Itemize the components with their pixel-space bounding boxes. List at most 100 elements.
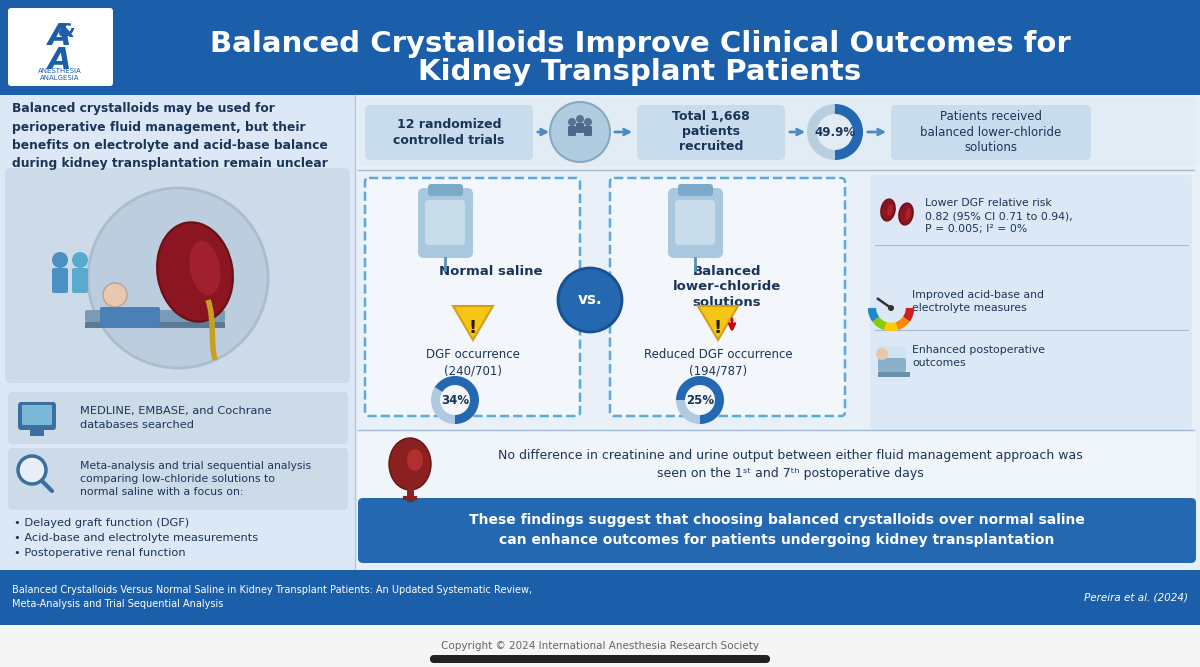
Circle shape [88, 188, 268, 368]
FancyBboxPatch shape [674, 200, 715, 245]
Text: A: A [48, 22, 72, 51]
Wedge shape [808, 104, 835, 160]
Circle shape [817, 114, 853, 150]
Circle shape [18, 456, 46, 484]
Text: Copyright © 2024 International Anesthesia Research Society: Copyright © 2024 International Anesthesi… [442, 641, 760, 651]
Text: No difference in creatinine and urine output between either fluid management app: No difference in creatinine and urine ou… [498, 448, 1082, 480]
Ellipse shape [887, 204, 893, 216]
Circle shape [876, 348, 888, 360]
Bar [878, 372, 910, 377]
Bar [30, 430, 44, 436]
FancyBboxPatch shape [878, 358, 906, 372]
Wedge shape [434, 376, 479, 424]
Text: 25%: 25% [686, 394, 714, 406]
Bar [0, 570, 1200, 625]
Text: Pereira et al. (2024): Pereira et al. (2024) [1084, 592, 1188, 602]
FancyBboxPatch shape [668, 188, 722, 258]
Text: Normal saline: Normal saline [439, 265, 542, 278]
Text: 49.9%: 49.9% [815, 125, 856, 139]
Text: 34%: 34% [440, 394, 469, 406]
Text: DGF occurrence
(240/701): DGF occurrence (240/701) [426, 348, 520, 377]
FancyBboxPatch shape [584, 126, 592, 136]
Circle shape [550, 102, 610, 162]
FancyBboxPatch shape [22, 405, 52, 425]
FancyBboxPatch shape [870, 175, 1192, 430]
Circle shape [576, 115, 584, 123]
Circle shape [568, 118, 576, 126]
Polygon shape [698, 306, 738, 340]
Circle shape [72, 252, 88, 268]
FancyBboxPatch shape [418, 188, 473, 258]
Text: Balanced Crystalloids Versus Normal Saline in Kidney Transplant Patients: An Upd: Balanced Crystalloids Versus Normal Sali… [12, 586, 532, 608]
Text: 12 randomized
controlled trials: 12 randomized controlled trials [394, 117, 505, 147]
Text: Lower DGF relative risk
0.82 (95% CI 0.71 to 0.94),
P = 0.005; I² = 0%: Lower DGF relative risk 0.82 (95% CI 0.7… [925, 198, 1073, 234]
Text: Balanced
lower-chloride
solutions: Balanced lower-chloride solutions [673, 265, 781, 309]
Wedge shape [676, 376, 724, 424]
Ellipse shape [881, 199, 895, 221]
FancyBboxPatch shape [576, 123, 584, 133]
FancyBboxPatch shape [100, 307, 160, 327]
Text: Improved acid-base and
electrolyte measures: Improved acid-base and electrolyte measu… [912, 290, 1044, 313]
Text: A: A [48, 46, 72, 75]
FancyBboxPatch shape [428, 184, 463, 196]
FancyBboxPatch shape [85, 310, 226, 322]
Wedge shape [835, 104, 863, 160]
Text: Patients received
balanced lower-chloride
solutions: Patients received balanced lower-chlorid… [920, 110, 1062, 154]
Text: !: ! [469, 319, 478, 337]
Ellipse shape [389, 438, 431, 490]
FancyBboxPatch shape [52, 268, 68, 293]
Text: Balanced crystalloids may be used for
perioperative fluid management, but their
: Balanced crystalloids may be used for pe… [12, 102, 328, 171]
FancyBboxPatch shape [637, 105, 785, 160]
FancyBboxPatch shape [365, 105, 533, 160]
FancyBboxPatch shape [358, 498, 1196, 563]
Bar [0, 95, 355, 590]
Text: vs.: vs. [577, 293, 602, 307]
FancyBboxPatch shape [890, 105, 1091, 160]
Circle shape [103, 283, 127, 307]
Wedge shape [676, 400, 700, 424]
Ellipse shape [190, 241, 221, 295]
Bar [358, 430, 1196, 498]
FancyBboxPatch shape [365, 178, 580, 416]
Text: Reduced DGF occurrence
(194/787): Reduced DGF occurrence (194/787) [643, 348, 792, 377]
Text: • Delayed graft function (DGF)
• Acid-base and electrolyte measurements
• Postop: • Delayed graft function (DGF) • Acid-ba… [14, 518, 258, 558]
Text: Enhanced postoperative
outcomes: Enhanced postoperative outcomes [912, 345, 1045, 368]
Circle shape [685, 385, 715, 415]
Text: !: ! [714, 319, 722, 337]
FancyBboxPatch shape [425, 200, 466, 245]
Bar [85, 322, 226, 328]
Polygon shape [454, 306, 493, 340]
Ellipse shape [905, 208, 911, 220]
FancyBboxPatch shape [8, 392, 348, 444]
Text: These findings suggest that choosing balanced crystalloids over normal saline
ca: These findings suggest that choosing bal… [469, 513, 1085, 547]
Text: Total 1,668
patients
recruited: Total 1,668 patients recruited [672, 111, 750, 153]
Circle shape [440, 385, 470, 415]
Ellipse shape [157, 222, 233, 321]
FancyBboxPatch shape [8, 448, 348, 510]
FancyBboxPatch shape [430, 655, 770, 663]
Text: Kidney Transplant Patients: Kidney Transplant Patients [419, 58, 862, 86]
FancyBboxPatch shape [610, 178, 845, 416]
Circle shape [558, 268, 622, 332]
Circle shape [52, 252, 68, 268]
Text: Balanced Crystalloids Improve Clinical Outcomes for: Balanced Crystalloids Improve Clinical O… [210, 30, 1070, 58]
FancyBboxPatch shape [878, 346, 906, 358]
Wedge shape [431, 387, 455, 424]
FancyBboxPatch shape [358, 98, 1196, 166]
Ellipse shape [899, 203, 913, 225]
Bar [358, 170, 1196, 430]
FancyBboxPatch shape [568, 126, 576, 136]
FancyBboxPatch shape [18, 402, 56, 430]
FancyBboxPatch shape [5, 168, 350, 383]
Text: MEDLINE, EMBASE, and Cochrane
databases searched: MEDLINE, EMBASE, and Cochrane databases … [80, 406, 271, 430]
Bar [0, 95, 1200, 590]
FancyBboxPatch shape [678, 184, 713, 196]
Text: ANESTHESIA
ANALGESIA: ANESTHESIA ANALGESIA [38, 68, 82, 81]
FancyBboxPatch shape [8, 8, 113, 86]
Bar [0, 625, 1200, 667]
Text: &: & [44, 22, 76, 41]
Bar [0, 0, 1200, 95]
FancyBboxPatch shape [72, 268, 88, 293]
Circle shape [888, 305, 894, 311]
Text: Meta-analysis and trial sequential analysis
comparing low-chloride solutions to
: Meta-analysis and trial sequential analy… [80, 461, 311, 497]
